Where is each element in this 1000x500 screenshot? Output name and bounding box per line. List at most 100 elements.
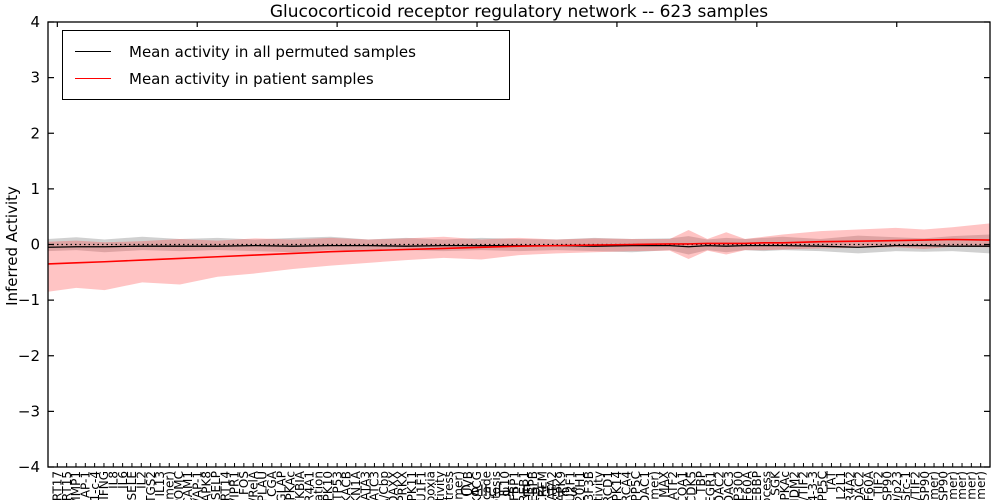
x-tick-label: cortisol/GR alpha (monomer)/HSP90 (937, 471, 951, 500)
chart-title: Glucocorticoid receptor regulatory netwo… (269, 2, 769, 22)
x-tick-label: CGA (265, 470, 279, 497)
x-tick-label: CDK5R1/CDK5 (685, 471, 699, 500)
x-tick-label: hBRM/BAF155/BAF170/BAF60A (862, 470, 876, 500)
x-tick-label: cortisol/GR alpha (dimer)/TIF2 (909, 471, 923, 500)
x-tick-label: BCL2L1 (834, 471, 848, 500)
x-tick-label: KRT17 (51, 471, 65, 500)
x-tick-label: SMARCD1 (601, 471, 615, 500)
x-tick-label: prolactin receptor activity (433, 471, 447, 500)
y-tick-label: 1 (30, 180, 40, 198)
x-tick-label: AP-1/NFAT1-c-4 (88, 471, 102, 500)
x-tick-label: IGFBP1 (508, 471, 522, 500)
x-tick-label: cortisol/GR alpha (dimer)/Src-1 (899, 471, 913, 500)
y-tick-label: 4 (30, 13, 40, 31)
x-tick-label: SGK (769, 470, 783, 496)
x-tick-label: TAT (825, 470, 839, 493)
permuted-band (48, 234, 990, 255)
x-tick-label: SUV420H1 (573, 471, 587, 500)
x-tick-label: response to hypoxia (424, 471, 438, 500)
x-tick-label: cortisol/GR alpha (dimer) (452, 471, 466, 500)
y-axis-label: Inferred Activity (3, 186, 21, 306)
x-tick-label: PRKX (396, 471, 410, 500)
x-tick-label: VIPR1 (228, 471, 242, 500)
x-axis-label: Cellular Entities (460, 482, 578, 500)
x-tick-label: MMP1 (69, 471, 83, 500)
x-tick-label: NR4A1 (302, 471, 316, 500)
x-tick-label: GR alpha/HSP90/FKBP51/HSP90/14-3-3 (806, 471, 820, 500)
x-tick-label: TBP (694, 471, 708, 495)
x-tick-label: FOS (237, 471, 251, 495)
y-tick-label: −2 (18, 347, 40, 365)
patient-band (48, 223, 990, 292)
x-tick-label: NF kappa B1 p50/RelA (246, 470, 260, 500)
x-tick-label: PPP5C (629, 471, 643, 500)
x-tick-label: BRG1/BAF155/BAF170/BAF60A (741, 470, 755, 500)
x-tick-label: POMC (172, 471, 186, 500)
x-tick-label: cortisol/GR alpha (monomer) (955, 471, 969, 500)
x-tick-label: NR4A2 (843, 471, 857, 500)
x-tick-label: GR beta/TIF2 (797, 471, 811, 500)
y-tick-label: −1 (18, 291, 40, 309)
legend-item: Mean activity in patient samples (75, 65, 499, 92)
x-tick-label: STAT5 (dimer) (647, 471, 661, 500)
legend: Mean activity in all permuted samples Me… (62, 30, 510, 100)
x-tick-label: apoptosis (489, 471, 503, 500)
y-tick-label: 3 (30, 69, 40, 87)
y-tick-label: 0 (30, 236, 40, 254)
x-tick-label: IL6 (116, 471, 130, 489)
x-tick-label: cortisol/GR beta (monomer) (965, 471, 979, 500)
x-tick-label: NF kappa B1 p50/RelA/Cbp/cortisol/GR alp… (853, 471, 867, 500)
x-tick-label: CREB1 (517, 471, 531, 500)
x-tick-label: AP-1 (79, 471, 93, 498)
x-tick-label: SMARCA4 (619, 471, 633, 500)
x-tick-label: HDAC1 (638, 471, 652, 500)
x-tick-label: POU2F1 (563, 471, 577, 500)
x-tick-label: PRKACG (470, 471, 484, 500)
x-tick-label: CREM (536, 471, 550, 500)
x-tick-label: KRT14 (218, 471, 232, 500)
x-tick-label: PLAU (256, 471, 270, 500)
x-tick-label: CDKN1A (349, 470, 363, 500)
x-tick-label: TP53 (330, 471, 344, 500)
x-tick-label: IL2 (134, 471, 148, 489)
legend-label: Mean activity in all permuted samples (129, 42, 416, 61)
y-tick-label: −4 (18, 458, 40, 476)
x-tick-label: EP300 (731, 471, 745, 500)
x-tick-label: IL13 (153, 471, 167, 497)
x-tick-label: EGR1 (703, 471, 717, 500)
x-tick-label: KRT15 (60, 471, 74, 500)
x-tick-label: MAPK9 (554, 471, 568, 500)
x-tick-label: POU1F1 (414, 471, 428, 500)
x-tick-label: IL10 (498, 471, 512, 497)
x-tick-label: GR alpha (monomer) (974, 471, 988, 500)
x-tick-label: IFNG (97, 471, 111, 500)
permuted-line-swatch (75, 51, 111, 52)
x-tick-label: GR alpha (monomer)/HSP90/FKBP52/HSP90 (881, 471, 895, 500)
x-tick-label: NFATC3 (368, 471, 382, 500)
legend-label: Mean activity in patient samples (129, 69, 374, 88)
x-tick-label: MAPK8 (200, 471, 214, 500)
x-tick-label: DAXX (386, 471, 400, 500)
x-tick-label: CEBPB (526, 471, 540, 500)
x-tick-label: PRKACB (340, 471, 354, 500)
x-tick-label: CREBBP (750, 471, 764, 500)
patient-mean-line (47, 238, 991, 265)
x-tick-label: MAPK10 (321, 471, 335, 500)
legend-item: Mean activity in all permuted samples (75, 38, 499, 65)
x-tick-label: NF kappa B1 p50/RelA/Cbp (377, 471, 391, 500)
x-tick-label: NF kappa B1 p50/RelA/PKAc (284, 471, 298, 500)
x-tick-label: BGLAP (274, 471, 288, 500)
y-tick-label: −3 (18, 402, 40, 420)
x-tick-label: cortisol/GR alpha (monomer)/AP-1 (190, 471, 204, 500)
x-tick-label: response to stress (442, 471, 456, 500)
x-tick-label: NFKBIA (293, 470, 307, 500)
x-tick-label: response to UVB (461, 471, 475, 500)
x-tick-label: histone acetylation (312, 471, 326, 500)
x-tick-label: GR alpha (dimer) (946, 471, 960, 500)
patient-line-swatch (75, 78, 111, 79)
x-tick-label: cortisol/GR alpha (dimer)/HSP90/p23 (890, 471, 904, 500)
x-tick-label: GATA3 (358, 471, 372, 500)
x-tick-label: MAPK11 (405, 471, 419, 500)
